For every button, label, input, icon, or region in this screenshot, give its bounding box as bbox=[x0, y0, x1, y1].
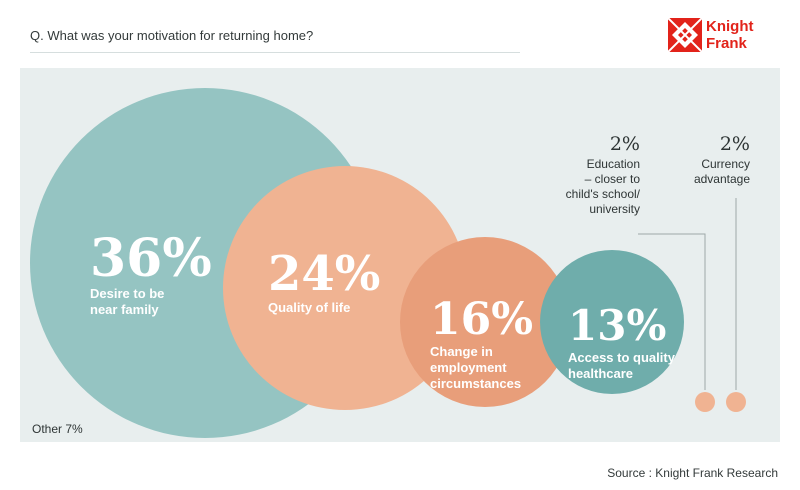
logo-mark-icon bbox=[667, 17, 703, 53]
category-label-education: Education bbox=[587, 157, 640, 171]
category-label-desire-to-be-near-family: Desire to be bbox=[90, 286, 164, 301]
value-label-access-to-quality-healthcare: 13% bbox=[568, 301, 666, 350]
value-label-change-in-employment-circumstances: 16% bbox=[430, 294, 533, 345]
category-label-quality-of-life: Quality of life bbox=[268, 300, 350, 315]
bubble-currency-advantage bbox=[726, 392, 746, 412]
title-divider bbox=[30, 52, 520, 53]
value-label-quality-of-life: 24% bbox=[268, 246, 380, 302]
category-label-education: child's school/ bbox=[566, 187, 641, 201]
category-label-currency: advantage bbox=[694, 172, 750, 186]
leader-line-education bbox=[638, 233, 706, 390]
value-label-desire-to-be-near-family: 36% bbox=[90, 228, 212, 289]
category-label-access-to-quality-healthcare: Access to quality bbox=[568, 350, 676, 365]
value-label-currency: 2% bbox=[720, 133, 750, 155]
category-label-change-in-employment-circumstances: employment bbox=[430, 360, 507, 375]
other-note: Other 7% bbox=[32, 422, 83, 436]
category-label-desire-to-be-near-family: near family bbox=[90, 302, 159, 317]
category-label-education: university bbox=[589, 202, 640, 216]
chart-panel: 36% Desire to be near family 24% Quality of … bbox=[20, 68, 780, 442]
category-label-change-in-employment-circumstances: Change in bbox=[430, 344, 493, 359]
category-label-currency: Currency bbox=[701, 157, 750, 171]
knight-frank-logo: Knight Frank bbox=[667, 17, 778, 54]
category-label-education: – closer to bbox=[585, 172, 641, 186]
source-note: Source : Knight Frank Research bbox=[607, 466, 778, 480]
category-label-access-to-quality-healthcare: healthcare bbox=[568, 366, 633, 381]
logo-line-2: Frank bbox=[706, 35, 747, 52]
bubble-education-closer-to-child-s-school-university bbox=[695, 392, 715, 412]
logo-line-1: Knight bbox=[706, 18, 754, 35]
category-label-change-in-employment-circumstances: circumstances bbox=[430, 376, 521, 391]
value-label-education: 2% bbox=[610, 133, 640, 155]
bubble-access-to-quality-healthcare bbox=[540, 250, 684, 394]
bubble-change-in-employment-circumstances bbox=[400, 237, 570, 407]
question-title: Q. What was your motivation for returnin… bbox=[30, 28, 314, 43]
